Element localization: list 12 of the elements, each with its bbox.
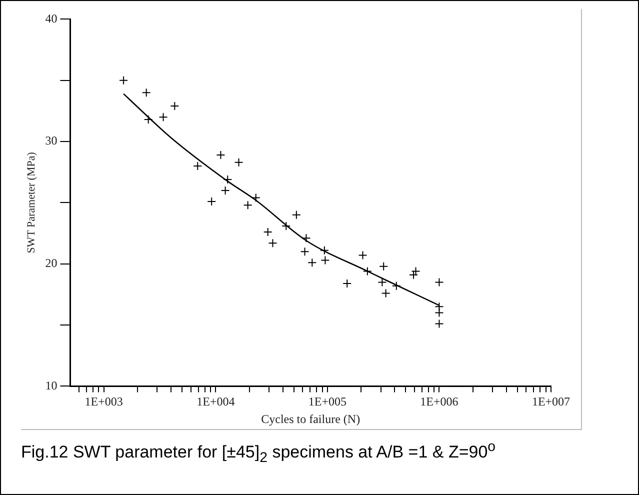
y-axis-title: SWT Parameter (MPa) <box>25 152 38 254</box>
x-tick-label: 1E+007 <box>532 394 570 409</box>
x-tick-label: 1E+003 <box>84 394 123 409</box>
x-axis-title: Cycles to failure (N) <box>261 412 360 426</box>
y-tick-label: 20 <box>45 256 58 270</box>
y-tick-label: 30 <box>45 134 58 148</box>
x-tick-label: 1E+005 <box>308 394 346 409</box>
x-tick-label: 1E+004 <box>196 394 235 409</box>
x-tick-label: 1E+006 <box>420 394 458 409</box>
y-tick-label: 10 <box>45 378 58 392</box>
y-tick-label: 40 <box>45 11 58 26</box>
caption: Fig.12 SWT parameter for [±45]$_{2}$ specimens at A/B =1 & Z=90$^{o}$ <box>21 439 497 466</box>
